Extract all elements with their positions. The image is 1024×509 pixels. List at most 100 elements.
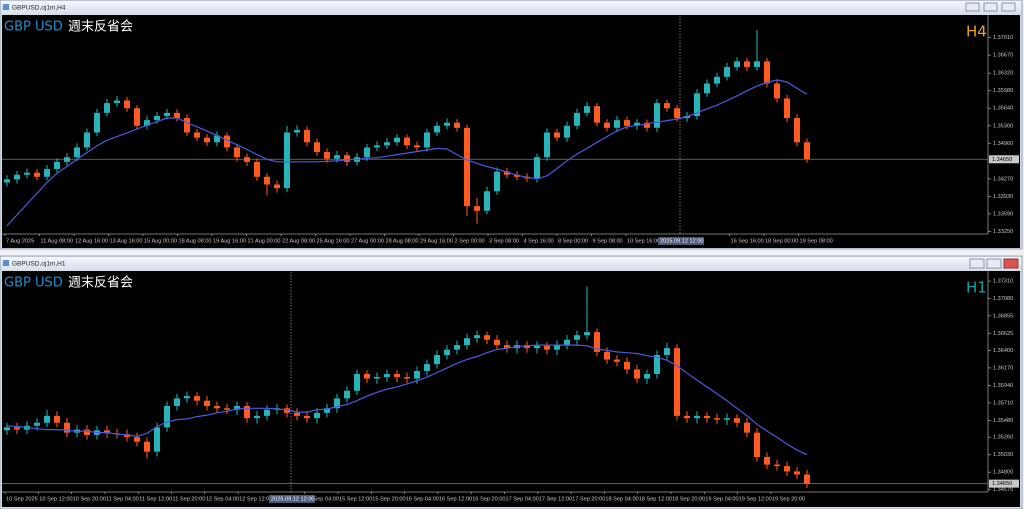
- minimize-button[interactable]: [969, 258, 985, 269]
- candle-body: [284, 408, 290, 413]
- candle-body: [224, 408, 230, 410]
- candle-body: [44, 169, 50, 177]
- x-tick-label: 25 Aug 16:00: [317, 238, 350, 244]
- x-tick-label: 2 Sep 00:00: [455, 238, 485, 244]
- candle-body: [554, 132, 560, 138]
- candle-body: [564, 125, 570, 138]
- title-bar: [1, 1, 1021, 14]
- timeframe-label: H4: [966, 23, 987, 41]
- candle-body: [314, 412, 320, 419]
- candle-body: [414, 370, 420, 379]
- maximize-button[interactable]: [986, 258, 1002, 269]
- candle-body: [424, 364, 430, 371]
- candle-body: [394, 374, 400, 378]
- candle-body: [804, 142, 810, 160]
- x-tick-label: 18 Sep 00:00: [765, 238, 798, 244]
- candle-body: [564, 339, 570, 346]
- candle-body: [534, 157, 540, 179]
- candle-body: [714, 76, 720, 84]
- candle-body: [114, 100, 120, 104]
- candle-body: [74, 147, 80, 158]
- y-tick-label: 1.36170: [993, 365, 1013, 371]
- candle-body: [354, 374, 360, 391]
- candle-body: [184, 118, 190, 133]
- y-tick-label: 1.37010: [993, 35, 1013, 41]
- candle-body: [344, 390, 350, 399]
- moving-average: [6, 344, 808, 456]
- y-tick-label: 1.35480: [993, 418, 1013, 424]
- candle-body: [244, 157, 250, 162]
- candle-body: [304, 129, 310, 143]
- candle-body: [364, 147, 370, 158]
- close-button[interactable]: [1001, 2, 1016, 12]
- price-label: 1.34650: [992, 481, 1012, 487]
- window-title: GBPUSD,oj1m,H4: [12, 5, 66, 12]
- x-tick-label: 15 Aug 00:00: [144, 238, 177, 244]
- candle-body: [404, 137, 410, 146]
- candle-body: [124, 434, 130, 438]
- candle-body: [384, 142, 390, 146]
- candle-body: [214, 405, 220, 409]
- y-tick-label: 1.35980: [993, 88, 1013, 94]
- x-tick-label: 21 Aug 00:00: [248, 238, 281, 244]
- candle-body: [364, 374, 370, 379]
- candle-body: [34, 422, 40, 426]
- candle-body: [414, 145, 420, 148]
- candle-body: [504, 345, 510, 349]
- candle-body: [474, 335, 480, 339]
- candle-body: [524, 345, 530, 349]
- y-tick-label: 1.36855: [993, 313, 1013, 319]
- crosshair-label: 2025.09.12 12:00: [271, 496, 315, 502]
- window-buttons[interactable]: [965, 2, 1016, 12]
- candle-body: [574, 112, 580, 126]
- candle-body: [314, 142, 320, 153]
- candle-body: [334, 398, 340, 409]
- restore-button[interactable]: [983, 2, 998, 12]
- y-tick-label: 1.35940: [993, 383, 1013, 389]
- candle-body: [4, 179, 10, 183]
- candle-body: [644, 374, 650, 379]
- candle-body: [624, 361, 630, 370]
- candle-body: [714, 418, 720, 420]
- y-tick-label: 1.36670: [993, 53, 1013, 59]
- candle-body: [754, 61, 760, 68]
- minimize-button[interactable]: [965, 2, 980, 12]
- candle-body: [674, 348, 680, 416]
- symbol-label: GBP USD: [4, 20, 63, 35]
- x-tick-label: 12 Aug 16:00: [75, 238, 108, 244]
- candle-body: [204, 400, 210, 406]
- window-buttons[interactable]: [969, 258, 1019, 269]
- candle-body: [794, 471, 800, 475]
- candle-body: [404, 377, 410, 379]
- candle-body: [774, 83, 780, 99]
- candle-body: [724, 67, 730, 77]
- close-button[interactable]: [1003, 258, 1019, 269]
- candle-body: [84, 132, 90, 148]
- candle-body: [624, 120, 630, 126]
- x-tick-label: 15 Sep 04:00: [306, 496, 339, 502]
- x-tick-label: 3 Sep 08:00: [489, 238, 519, 244]
- candle-body: [484, 335, 490, 340]
- x-tick-label: 10 Sep 12:00: [39, 496, 72, 502]
- window-icon: [3, 260, 9, 266]
- chart-area: [2, 271, 1020, 507]
- candle-body: [374, 145, 380, 148]
- y-tick-label: 1.33590: [993, 211, 1013, 217]
- candle-body: [804, 474, 810, 484]
- candle-body: [144, 120, 150, 126]
- x-tick-label: 22 Aug 08:00: [282, 238, 315, 244]
- candle-body: [174, 398, 180, 406]
- candle-body: [734, 61, 740, 68]
- candle-body: [594, 332, 600, 352]
- candle-body: [684, 415, 690, 419]
- candle-body: [754, 432, 760, 457]
- candle-body: [784, 466, 790, 472]
- candle-body: [634, 369, 640, 379]
- x-tick-label: 18 Sep 04:00: [605, 496, 638, 502]
- x-tick-label: 19 Aug 16:00: [213, 238, 246, 244]
- candle-body: [154, 427, 160, 452]
- candle-body: [284, 132, 290, 189]
- candle-body: [144, 441, 150, 452]
- candle-body: [594, 106, 600, 123]
- candle-body: [54, 161, 60, 170]
